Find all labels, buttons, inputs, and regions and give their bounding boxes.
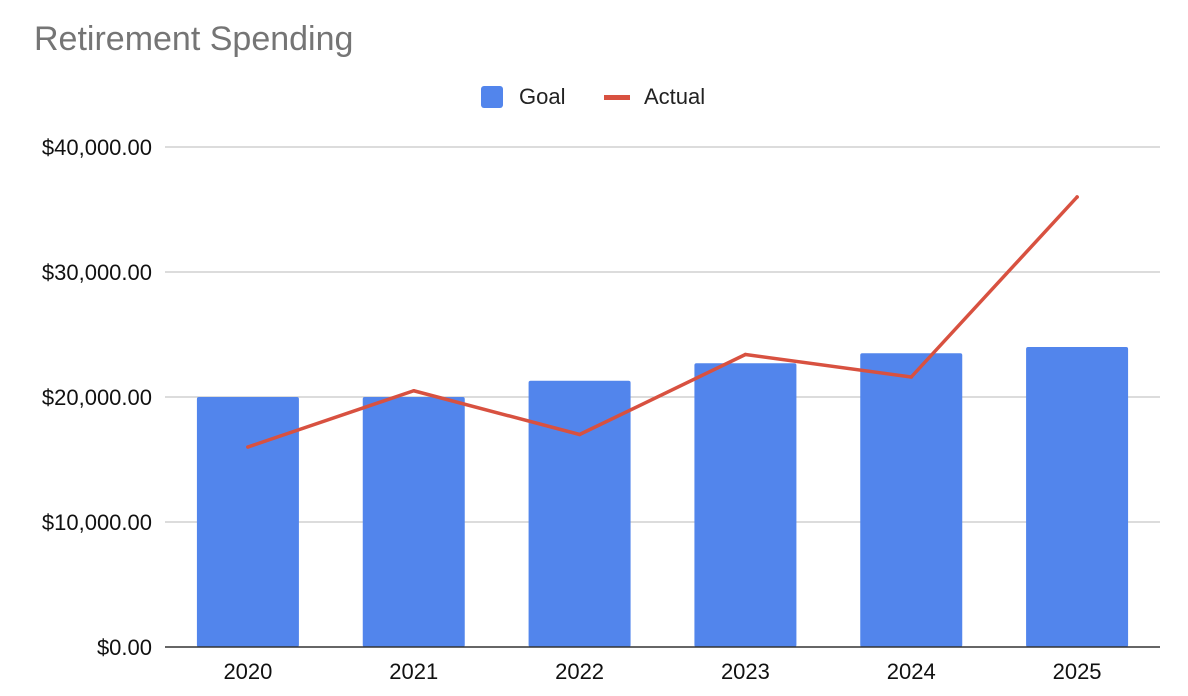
bar-goal [528,380,631,647]
bar-goal [694,363,797,647]
legend-item-actual[interactable]: Actual [604,84,705,110]
point-actual [909,375,914,379]
point-actual [1075,195,1079,199]
y-tick-label: $0.00 [97,635,152,660]
x-tick-label: 2022 [555,659,604,684]
y-tick-label: $40,000.00 [42,135,152,160]
x-tick-label: 2025 [1053,659,1102,684]
legend-swatch-goal [481,86,503,108]
point-actual [411,388,416,393]
x-tick-label: 2024 [887,659,936,684]
point-actual [246,445,250,449]
legend-label-actual: Actual [644,84,706,109]
point-actual [577,432,582,437]
legend-swatch-actual [604,94,630,100]
point-actual [743,352,748,357]
legend-label-goal: Goal [519,84,566,109]
chart-title: Retirement Spending [34,20,354,58]
series-line-actual [246,195,1079,449]
x-tick-label: 2020 [223,659,272,684]
bar-goal [1026,347,1129,647]
y-tick-label: $20,000.00 [42,385,152,410]
x-tick-label: 2023 [721,659,770,684]
y-tick-label: $10,000.00 [42,510,152,535]
legend-item-goal[interactable]: Goal [481,84,565,110]
bar-goal [362,397,465,647]
bar-goal [860,353,963,647]
bar-goal [196,397,299,647]
legend: Goal Actual [0,84,1188,114]
y-tick-label: $30,000.00 [42,260,152,285]
x-tick-label: 2021 [389,659,438,684]
